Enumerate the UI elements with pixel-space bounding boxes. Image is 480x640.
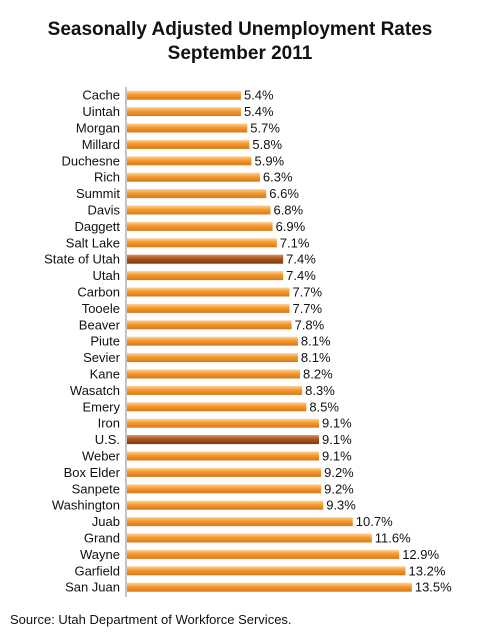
category-label: Sanpete (72, 481, 120, 496)
chart-title: Seasonally Adjusted Unemployment Rates (47, 19, 433, 40)
source-note: Source: Utah Department of Workforce Ser… (10, 612, 292, 627)
bar (127, 385, 303, 395)
category-label: State of Utah (44, 252, 120, 267)
bar (127, 336, 298, 346)
category-label: Rich (94, 170, 120, 185)
value-label: 7.7% (292, 301, 322, 316)
bar (127, 287, 290, 297)
bar (127, 549, 400, 559)
chart-subtitle: September 2011 (167, 43, 313, 64)
bar (127, 451, 320, 461)
bar (127, 172, 260, 182)
value-label: 6.3% (263, 170, 293, 185)
value-label: 9.1% (322, 449, 352, 464)
bar (127, 484, 322, 494)
category-label: Wasatch (70, 383, 120, 398)
value-label: 9.2% (324, 481, 354, 496)
category-label: Salt Lake (66, 235, 120, 250)
value-label: 5.9% (254, 153, 284, 168)
bar (127, 221, 273, 231)
value-label: 13.5% (415, 580, 452, 595)
category-label: Piute (90, 334, 120, 349)
value-label: 6.9% (276, 219, 306, 234)
value-label: 7.4% (286, 252, 316, 267)
bar (127, 205, 271, 215)
value-label: 13.2% (409, 563, 446, 578)
highlighted-bar (127, 254, 284, 264)
value-label: 9.2% (324, 465, 354, 480)
bar (127, 467, 322, 477)
bar (127, 418, 320, 428)
category-label: Garfield (74, 563, 120, 578)
value-label: 8.3% (305, 383, 335, 398)
value-label: 7.4% (286, 268, 316, 283)
bar (127, 139, 250, 149)
bar (127, 533, 372, 543)
value-label: 5.7% (250, 121, 280, 136)
value-label: 6.6% (269, 186, 299, 201)
bar (127, 156, 252, 166)
category-label: Duchesne (61, 153, 120, 168)
value-label: 7.7% (292, 285, 322, 300)
value-label: 7.8% (295, 317, 325, 332)
bar (127, 320, 292, 330)
category-label: Millard (82, 137, 120, 152)
bar (127, 123, 248, 133)
category-label: Box Elder (64, 465, 121, 480)
value-label: 8.5% (309, 399, 339, 414)
value-label: 5.4% (244, 88, 274, 103)
bar (127, 402, 307, 412)
category-label: Tooele (82, 301, 120, 316)
category-label: Cache (82, 88, 120, 103)
category-label: Beaver (79, 317, 121, 332)
value-label: 5.8% (252, 137, 282, 152)
bar (127, 353, 298, 363)
value-label: 12.9% (402, 547, 439, 562)
category-label: Weber (82, 449, 121, 464)
value-label: 10.7% (356, 514, 393, 529)
bar (127, 90, 241, 100)
value-label: 8.1% (301, 350, 331, 365)
highlighted-bar (127, 435, 320, 445)
category-label: Wayne (80, 547, 120, 562)
bar (127, 189, 267, 199)
category-label: Iron (98, 416, 120, 431)
category-label: Daggett (74, 219, 120, 234)
category-label: Juab (92, 514, 120, 529)
value-label: 8.2% (303, 367, 333, 382)
bar (127, 517, 353, 527)
bar (127, 238, 277, 248)
bar (127, 582, 412, 592)
category-label: Summit (76, 186, 120, 201)
value-label: 9.3% (326, 498, 356, 513)
category-label: U.S. (95, 432, 120, 447)
category-label: Washington (52, 498, 120, 513)
value-label: 8.1% (301, 334, 331, 349)
bar (127, 107, 241, 117)
bar-chart: Cache 5.4% Uintah 5.4% Morgan 5.7% Millard 5.8%… (44, 87, 452, 597)
category-label: Uintah (82, 104, 120, 119)
category-label: Morgan (76, 121, 120, 136)
value-label: 9.1% (322, 432, 352, 447)
bar (127, 303, 290, 313)
category-label: Utah (93, 268, 120, 283)
category-label: Emery (82, 399, 120, 414)
category-label: San Juan (65, 580, 120, 595)
value-label: 5.4% (244, 104, 274, 119)
bar (127, 500, 324, 510)
value-label: 11.6% (375, 531, 411, 546)
bar (127, 369, 301, 379)
category-label: Davis (87, 203, 120, 218)
bar (127, 566, 406, 576)
category-label: Sevier (83, 350, 121, 365)
category-label: Kane (90, 367, 120, 382)
value-label: 9.1% (322, 416, 352, 431)
value-label: 7.1% (280, 235, 310, 250)
bar (127, 271, 284, 281)
category-label: Carbon (77, 285, 120, 300)
category-label: Grand (84, 531, 120, 546)
value-label: 6.8% (273, 203, 303, 218)
